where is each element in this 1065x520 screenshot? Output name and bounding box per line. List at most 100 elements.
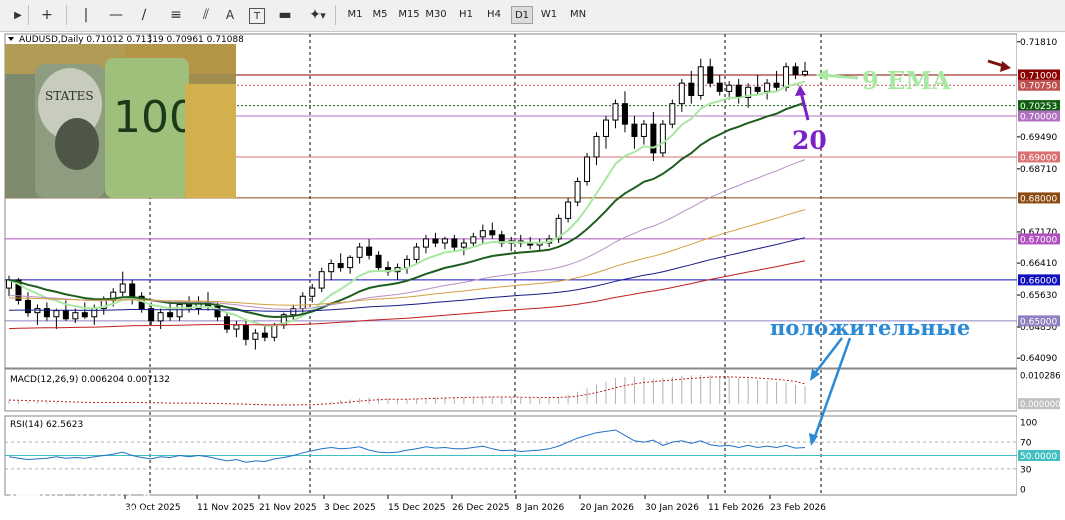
candle-body [707,66,714,84]
candle-body [252,332,259,340]
timeframe-m30[interactable]: M30 [425,9,447,20]
logo-brand: instaforex [48,478,153,504]
price-tick-label: 0.71810 [1020,38,1057,48]
text-icon[interactable]: A [225,8,235,22]
candle-body [375,254,382,269]
macd-arrow-head-icon [810,369,820,381]
rsi-axis-label: 0 [1020,486,1026,496]
candle-body [441,238,448,244]
price-tick-label: 0.67170 [1020,228,1057,238]
price-tick-label: 0.65630 [1020,291,1057,301]
date-label: 30 Jan 2026 [645,503,699,513]
vertical-line-icon[interactable]: | [83,7,89,23]
label-icon[interactable]: T [249,8,265,24]
date-label: 8 Jan 2026 [516,503,564,513]
candle-body [34,308,41,314]
timeframe-h4[interactable]: H4 [487,9,501,20]
toolbar-separator [28,5,29,25]
candle-body [337,262,344,269]
moving-average-line [8,260,806,330]
candle-body [242,324,249,340]
candle-body [328,262,335,273]
level-label: 0.70253 [1020,102,1057,112]
price-tick-label: 0.64850 [1020,323,1057,333]
candle-body [451,238,458,248]
timeframe-d1[interactable]: D1 [511,6,533,24]
twenty-arrow-head-icon [795,85,806,96]
rsi-axis-label: 70 [1020,439,1032,449]
rectangle-icon[interactable]: ▬ [278,7,292,23]
macd-axis-label: 0.010286 [1020,372,1061,382]
shapes-icon[interactable]: ✦ [309,7,321,23]
candle-body [271,324,278,338]
candle-body [631,123,638,137]
toolbar-separator [66,5,67,25]
date-label: 20 Jan 2026 [580,503,634,513]
date-label: 26 Dec 2025 [452,503,510,513]
level-label: 0.70000 [1020,112,1057,122]
timeframe-m1[interactable]: M1 [347,9,363,20]
collapse-triangle-icon [8,37,14,41]
rsi-arrow-icon [811,337,852,443]
candle-body [650,123,657,154]
rsi-50-box [1018,450,1060,461]
macd-zero-box [1018,398,1060,410]
date-label: 30 Oct 2025 [125,503,181,513]
price-tick-label: 0.66410 [1020,259,1057,269]
candle-body [81,312,88,318]
chevron-down-icon[interactable]: ▾ [320,8,326,22]
toolbar-separator [335,5,336,25]
candle-body [603,119,609,137]
level-label-box [1018,274,1060,286]
candle-body [24,299,31,314]
level-label: 0.69000 [1020,153,1057,163]
moving-average-line [8,101,806,319]
toolbar: ▶ + | — ∕ ≡ ⫽ A T ▬ ✦ ▾ M1 M5 M15 M30 H1 H4 D1 W1 MN [0,0,1065,32]
rsi-axis-label: 100 [1020,419,1037,429]
candle-body [366,246,373,256]
crosshair-icon[interactable]: + [41,7,53,23]
fibonacci-icon[interactable]: ≡ [170,7,182,23]
channel-icon[interactable]: ⫽ [202,7,210,23]
timeframe-mn[interactable]: MN [569,9,587,20]
macd-header: MACD(12,26,9) 0.006204 0.007132 [10,375,170,385]
candle-body [176,303,183,318]
twenty-arrow-icon [799,91,810,121]
rsi-axis-label: 50.0000 [1020,452,1057,462]
candle-body [773,82,780,88]
candle-body [299,295,306,310]
rsi-header: RSI(14) 62.5623 [10,420,83,430]
candle-body [764,82,771,92]
candle-body [726,84,733,92]
ema-annotation: 9 EMA [862,66,951,95]
timeframe-w1[interactable]: W1 [540,9,558,20]
svg-text:100: 100 [113,92,197,143]
candle-body [157,312,164,322]
timeframe-m5[interactable]: M5 [372,9,388,20]
trendline-icon[interactable]: ∕ [141,7,147,23]
candle-body [261,332,268,338]
candle-body [697,66,704,96]
macd-arrow-icon [811,337,843,378]
candle-body [555,217,562,240]
positive-annotation: положительные [770,315,970,340]
horizontal-line-icon[interactable]: — [109,7,123,23]
timeframe-h1[interactable]: H1 [459,9,473,20]
candle-body [593,135,600,158]
level-label: 0.68000 [1020,194,1057,204]
timeframe-m15[interactable]: M15 [398,9,420,20]
candle-body [318,271,325,289]
level-label-box [1018,100,1060,112]
symbol-header: AUDUSD,Daily 0.71012 0.71319 0.70961 0.7… [19,35,244,45]
candle-body [792,66,799,76]
logo-tagline: Instant Forex Trading [48,504,148,516]
candle-body [735,84,742,99]
price-tick-label: 0.68710 [1020,165,1057,175]
candle-body [43,308,50,318]
candle-body [91,308,98,318]
cursor-icon[interactable]: ▶ [14,9,22,21]
moving-average-line [9,209,806,306]
candle-body [148,308,155,322]
level-label: 0.65000 [1020,317,1057,327]
date-label: 21 Nov 2025 [259,503,317,513]
